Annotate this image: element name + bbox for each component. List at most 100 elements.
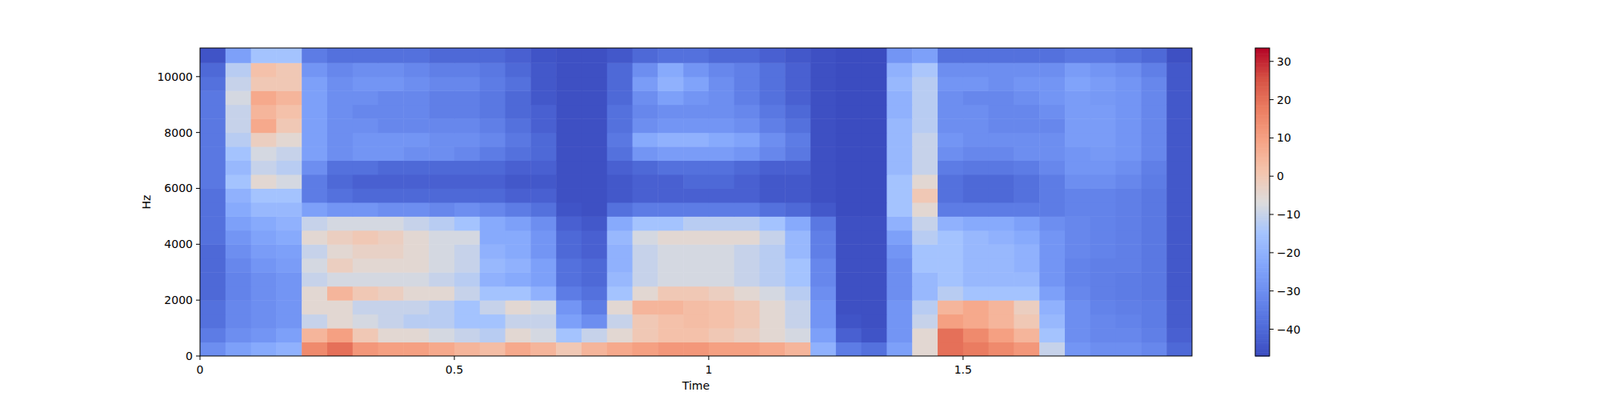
cell [505, 328, 532, 343]
colorbar-tick [1269, 60, 1274, 62]
cell [886, 118, 912, 133]
cell [480, 48, 506, 64]
cell [861, 48, 888, 64]
cell [327, 48, 353, 64]
cell [1166, 76, 1192, 92]
cell [1116, 104, 1142, 120]
cell [912, 300, 938, 315]
cell [607, 76, 633, 92]
cell [1013, 202, 1040, 217]
cell [886, 230, 912, 245]
cell [556, 174, 582, 189]
cell [937, 48, 964, 64]
chart-svg: 00.511.50200040006000800010000TimeHz−40−… [0, 0, 1600, 400]
cell [963, 342, 989, 356]
cells [200, 48, 1192, 356]
cell [480, 314, 506, 329]
cell [378, 272, 404, 287]
cell [632, 272, 659, 287]
cell [784, 174, 811, 189]
cell [683, 272, 709, 287]
cell [352, 48, 379, 64]
cell [556, 104, 582, 120]
cell [1090, 272, 1116, 287]
cell [428, 132, 455, 148]
cell [251, 328, 277, 343]
cell [912, 286, 938, 301]
cell [454, 342, 480, 356]
cell [657, 76, 684, 92]
y-tick [196, 300, 200, 301]
cell [530, 90, 556, 105]
cell [759, 174, 785, 189]
cell [428, 272, 455, 287]
cell [505, 216, 532, 231]
cell [963, 258, 989, 273]
cell [632, 160, 659, 176]
x-tick-label: 1 [704, 363, 712, 376]
cell [505, 48, 532, 64]
cell [708, 174, 735, 189]
cell [734, 160, 760, 176]
cell [657, 188, 684, 203]
cell [352, 90, 379, 105]
cell [632, 314, 659, 329]
cell [1166, 244, 1192, 259]
cell [1090, 90, 1116, 105]
cell [784, 216, 811, 231]
cell [988, 244, 1015, 259]
cell [1064, 118, 1091, 133]
cell [276, 286, 302, 301]
cell [581, 146, 608, 161]
cell [276, 160, 302, 176]
cell [734, 230, 760, 245]
cell [861, 188, 888, 203]
cell [683, 258, 709, 273]
cell [327, 272, 353, 287]
cell [937, 90, 964, 105]
cell [225, 230, 252, 245]
cell [836, 76, 862, 92]
cell [632, 174, 659, 189]
cell [301, 62, 328, 77]
cell [1013, 286, 1040, 301]
cell [403, 216, 429, 231]
cell [251, 342, 277, 356]
cell [810, 118, 836, 133]
cell [810, 272, 836, 287]
colorbar-tick-label: −20 [1276, 246, 1301, 260]
cell [861, 216, 888, 231]
cell [1140, 286, 1167, 301]
cell [301, 230, 328, 245]
cell [607, 342, 633, 356]
cell [1064, 48, 1091, 64]
cell [530, 258, 556, 273]
cell [963, 328, 989, 343]
cell [632, 118, 659, 133]
cell [708, 314, 735, 329]
cell [378, 314, 404, 329]
cell [1166, 90, 1192, 105]
cell [988, 286, 1015, 301]
cell [200, 202, 226, 217]
cell [505, 244, 532, 259]
cell [683, 174, 709, 189]
cell [1013, 230, 1040, 245]
cell [1013, 342, 1040, 356]
cell [454, 62, 480, 77]
cell [988, 76, 1015, 92]
cell [530, 244, 556, 259]
cell [378, 202, 404, 217]
cell [836, 230, 862, 245]
cell [1039, 62, 1065, 77]
cell [836, 300, 862, 315]
cell [403, 174, 429, 189]
cell [886, 258, 912, 273]
cell [1166, 328, 1192, 343]
cell [378, 258, 404, 273]
cell [734, 132, 760, 148]
cell [632, 146, 659, 161]
cell [352, 188, 379, 203]
cell [1064, 314, 1091, 329]
cell [251, 104, 277, 120]
